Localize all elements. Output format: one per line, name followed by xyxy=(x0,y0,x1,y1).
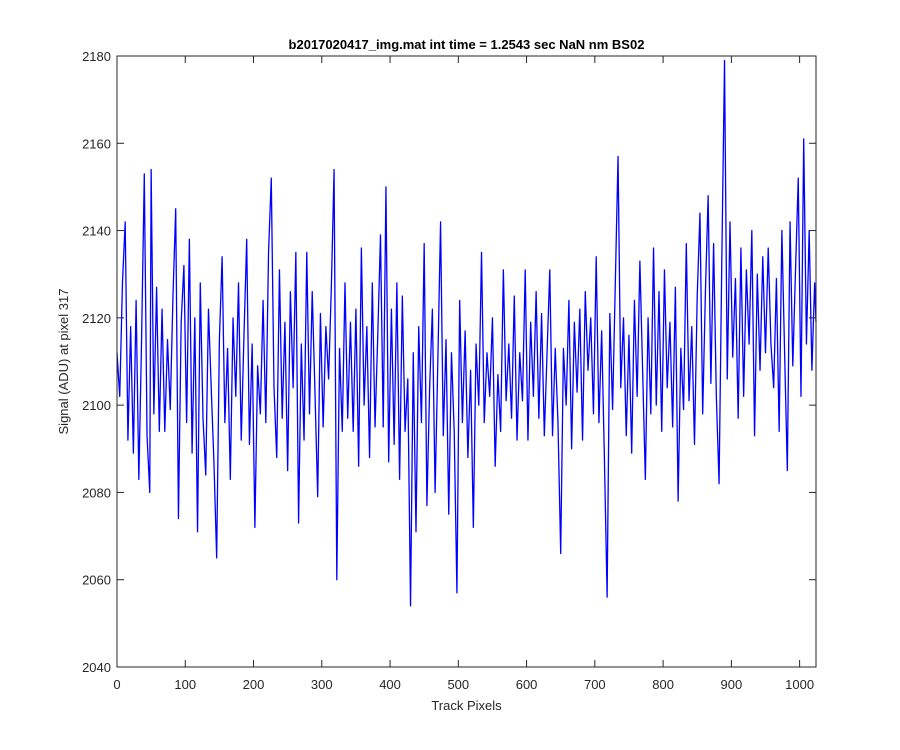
y-tick-label: 2060 xyxy=(82,573,111,588)
x-tick-label: 100 xyxy=(174,677,196,692)
x-tick-label: 0 xyxy=(113,677,120,692)
x-tick-label: 900 xyxy=(721,677,743,692)
y-tick-label: 2120 xyxy=(82,311,111,326)
x-axis-ticks: 0 100 200 300 400 500 600 700 800 900 1000 xyxy=(113,56,814,692)
y-tick-label: 2180 xyxy=(82,49,111,64)
x-tick-label: 400 xyxy=(379,677,401,692)
x-tick-label: 600 xyxy=(516,677,538,692)
x-tick-label: 1000 xyxy=(785,677,814,692)
series-line-0 xyxy=(116,59,817,607)
x-tick-label: 700 xyxy=(584,677,606,692)
y-tick-label: 2140 xyxy=(82,224,111,239)
x-tick-label: 300 xyxy=(311,677,333,692)
x-axis-label: Track Pixels xyxy=(431,698,502,713)
plot-area xyxy=(117,56,816,667)
axes-box xyxy=(116,55,817,668)
y-tick-label: 2160 xyxy=(82,136,111,151)
x-tick-label: 500 xyxy=(447,677,469,692)
series-layer xyxy=(116,59,817,607)
y-tick-label: 2080 xyxy=(82,485,111,500)
chart-title: b2017020417_img.mat int time = 1.2543 se… xyxy=(289,37,645,52)
y-axis-label: Signal (ADU) at pixel 317 xyxy=(56,289,71,435)
x-tick-label: 200 xyxy=(243,677,265,692)
y-tick-label: 2100 xyxy=(82,398,111,413)
y-tick-label: 2040 xyxy=(82,660,111,675)
x-tick-label: 800 xyxy=(652,677,674,692)
y-axis-ticks: 2040 2060 2080 2100 2120 2140 2160 2180 xyxy=(82,49,816,675)
